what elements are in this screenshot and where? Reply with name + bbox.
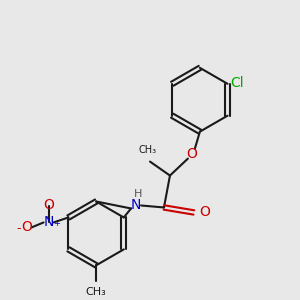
Text: N: N (131, 199, 141, 212)
Text: N: N (44, 215, 54, 230)
Text: O: O (21, 220, 32, 234)
Text: H: H (134, 188, 142, 199)
Text: O: O (199, 206, 210, 220)
Text: CH₃: CH₃ (139, 145, 157, 154)
Text: -: - (16, 222, 21, 235)
Text: +: + (53, 219, 60, 228)
Text: O: O (187, 147, 197, 160)
Text: CH₃: CH₃ (86, 287, 106, 297)
Text: O: O (43, 199, 54, 212)
Text: Cl: Cl (230, 76, 244, 90)
